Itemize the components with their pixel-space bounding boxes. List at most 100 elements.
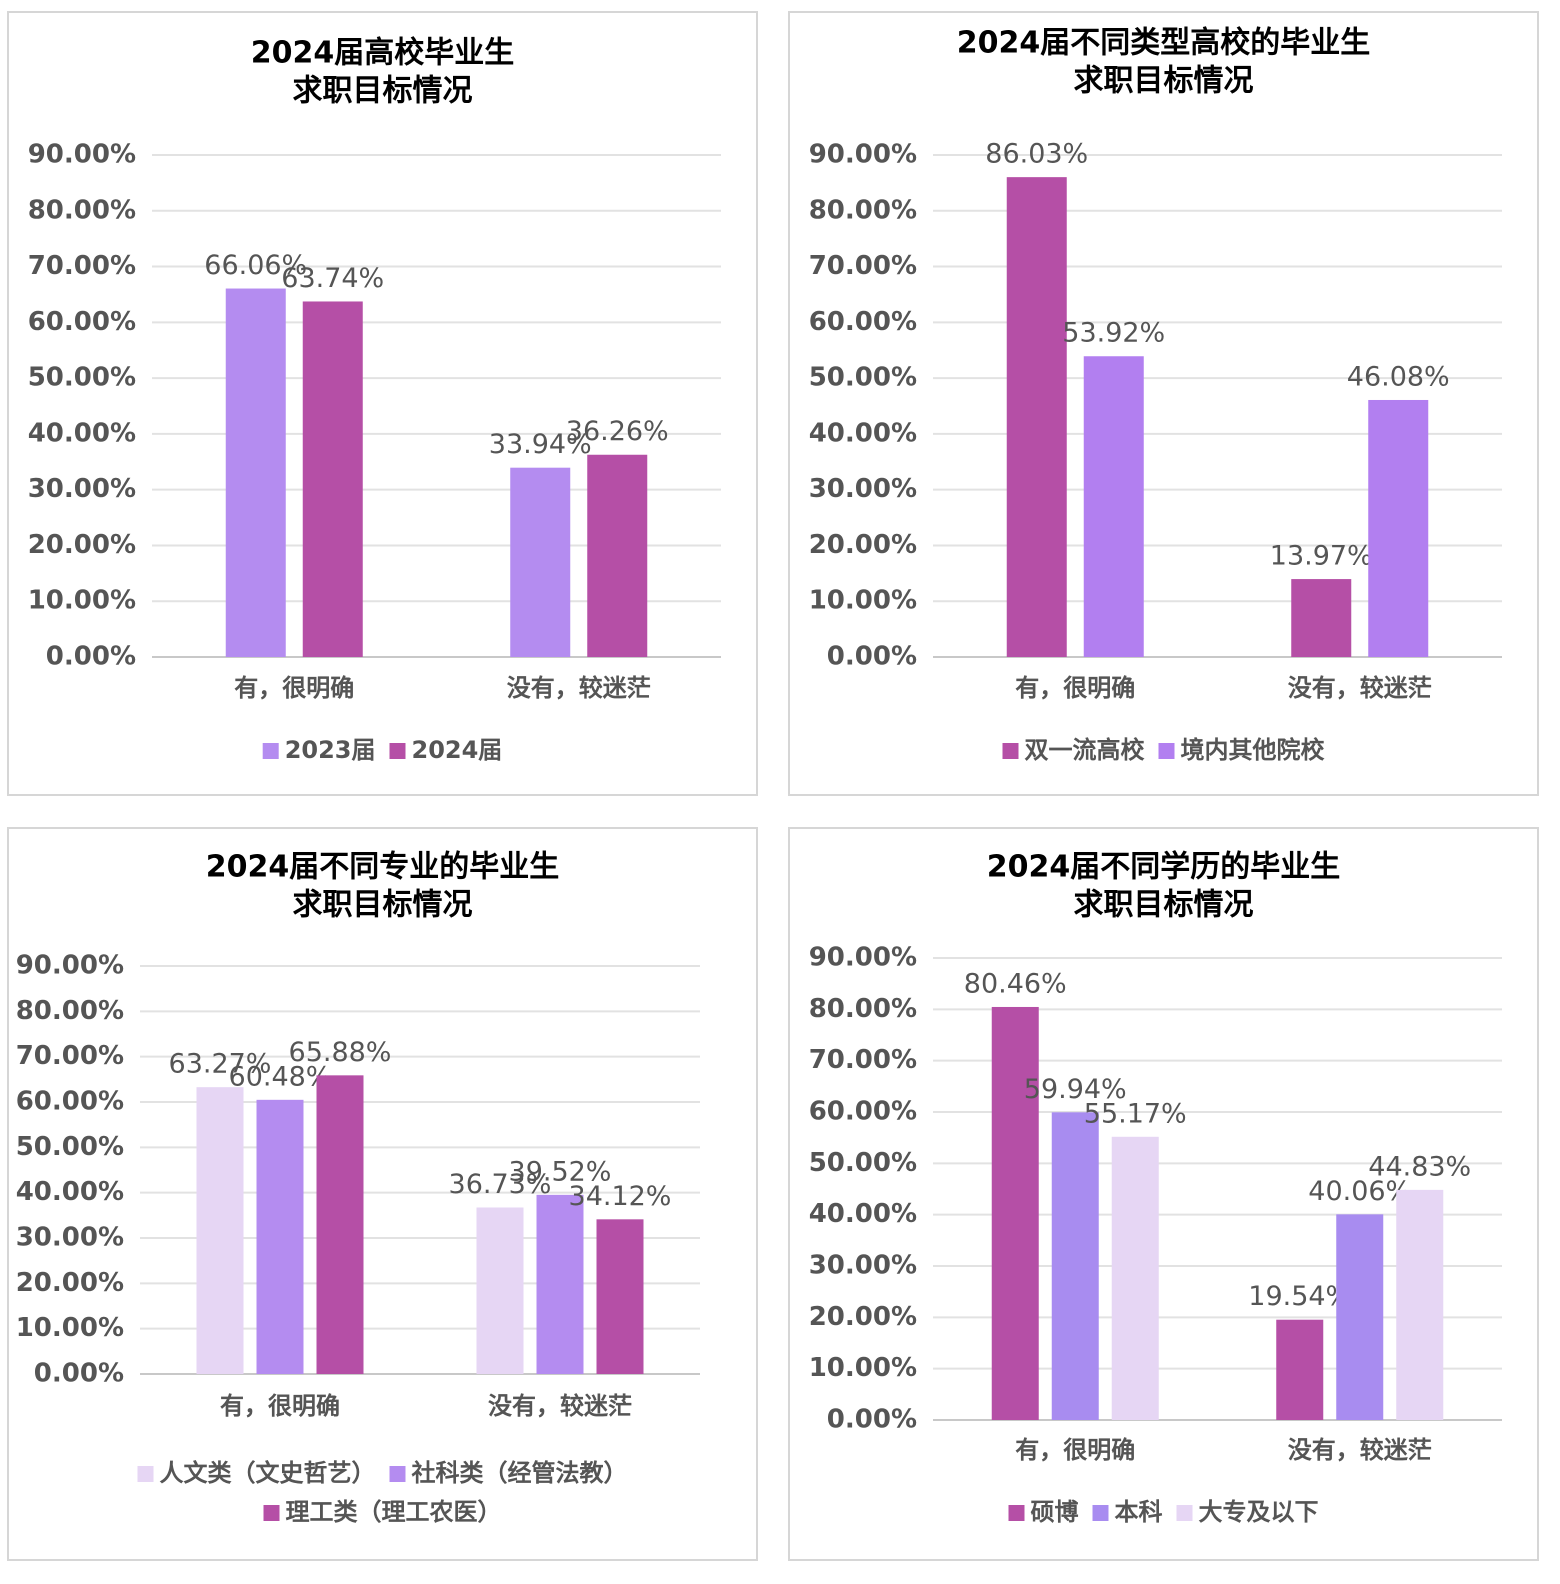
legend-swatch [137, 1466, 154, 1482]
chart-title: 2024届不同专业的毕业生 [206, 850, 560, 885]
bar [225, 288, 286, 657]
value-label: 39.52% [509, 1156, 612, 1187]
panel-frame [7, 11, 758, 796]
x-tick-label: 有，很明确 [1015, 674, 1135, 702]
legend-swatch [1092, 1505, 1109, 1521]
y-tick-label: 40.00% [809, 418, 917, 448]
legend-label: 境内其他院校 [1181, 736, 1326, 764]
legend-label: 2023届 [285, 736, 376, 764]
y-tick-label: 60.00% [28, 307, 136, 337]
bar [1368, 399, 1429, 657]
bar [302, 301, 363, 657]
y-tick-label: 50.00% [809, 1148, 917, 1178]
value-label: 65.88% [289, 1037, 392, 1068]
x-tick-label: 有，很明确 [220, 1392, 340, 1420]
value-label: 59.94% [1024, 1074, 1127, 1105]
legend: 人文类（文史哲艺） 社科类（经管法教） [137, 1459, 628, 1487]
y-tick-label: 0.00% [827, 642, 917, 672]
bar [1336, 1214, 1384, 1420]
panel-frame [788, 827, 1539, 1561]
y-tick-label: 50.00% [16, 1132, 124, 1162]
legend: 硕博 本科 大专及以下 [1008, 1498, 1319, 1526]
bar [1276, 1319, 1324, 1420]
value-label: 55.17% [1084, 1098, 1187, 1129]
legend: 双一流高校 境内其他院校 [1002, 736, 1326, 764]
chart-title: 2024届高校毕业生 [251, 36, 515, 71]
y-tick-label: 50.00% [809, 363, 917, 393]
panel-frame [7, 827, 758, 1561]
y-tick-label: 70.00% [809, 251, 917, 281]
y-tick-label: 10.00% [809, 586, 917, 616]
y-tick-label: 80.00% [16, 996, 124, 1026]
bar [991, 1006, 1039, 1420]
legend: 2023届 2024届 [262, 736, 503, 764]
x-tick-label: 没有，较迷茫 [1288, 674, 1432, 702]
bar [1396, 1189, 1444, 1420]
y-tick-label: 90.00% [28, 140, 136, 170]
bar [476, 1207, 524, 1374]
bar [1006, 177, 1067, 657]
panel-frame [788, 11, 1539, 796]
y-tick-label: 10.00% [16, 1313, 124, 1343]
y-tick-label: 60.00% [809, 307, 917, 337]
legend-swatch [389, 743, 406, 759]
y-tick-label: 20.00% [809, 530, 917, 560]
y-tick-label: 60.00% [809, 1097, 917, 1127]
bar [1111, 1136, 1159, 1420]
y-tick-label: 40.00% [16, 1177, 124, 1207]
bar [196, 1087, 244, 1374]
y-tick-label: 0.00% [827, 1405, 917, 1435]
y-tick-label: 90.00% [809, 943, 917, 973]
bar [1051, 1112, 1099, 1420]
bar [1291, 579, 1352, 657]
legend-label: 2024届 [412, 736, 503, 764]
value-label: 33.94% [489, 429, 592, 460]
value-label: 46.08% [1347, 361, 1450, 392]
y-tick-label: 40.00% [809, 1199, 917, 1229]
legend-swatch [263, 1505, 280, 1521]
y-tick-label: 60.00% [16, 1087, 124, 1117]
legend-swatch [1176, 1505, 1193, 1521]
y-tick-label: 70.00% [16, 1041, 124, 1071]
legend-label: 人文类（文史哲艺） [160, 1459, 376, 1487]
y-tick-label: 30.00% [28, 474, 136, 504]
value-label: 34.12% [569, 1181, 672, 1212]
y-tick-label: 0.00% [46, 642, 136, 672]
chart-title: 求职目标情况 [293, 888, 473, 923]
x-tick-label: 没有，较迷茫 [1288, 1436, 1432, 1464]
x-tick-label: 有，很明确 [1015, 1436, 1135, 1464]
legend-swatch [1002, 743, 1019, 759]
y-tick-label: 70.00% [809, 1045, 917, 1075]
value-label: 13.97% [1270, 541, 1373, 572]
x-tick-label: 没有，较迷茫 [488, 1392, 632, 1420]
value-label: 44.83% [1368, 1151, 1471, 1182]
value-label: 53.92% [1062, 318, 1165, 349]
bar [510, 467, 571, 657]
x-tick-label: 有，很明确 [234, 674, 354, 702]
bar [596, 1219, 644, 1374]
value-label: 63.27% [169, 1049, 272, 1080]
chart-title: 求职目标情况 [293, 74, 473, 109]
y-tick-label: 20.00% [28, 530, 136, 560]
chart-title: 求职目标情况 [1074, 888, 1254, 923]
y-tick-label: 50.00% [28, 363, 136, 393]
legend-label: 大专及以下 [1199, 1498, 1319, 1526]
y-tick-label: 80.00% [28, 195, 136, 225]
y-tick-label: 90.00% [16, 951, 124, 981]
legend-label: 理工类（理工农医） [286, 1498, 502, 1526]
value-label: 40.06% [1308, 1176, 1411, 1207]
x-tick-label: 没有，较迷茫 [507, 674, 651, 702]
legend-swatch [1008, 1505, 1025, 1521]
value-label: 86.03% [985, 139, 1088, 170]
y-tick-label: 40.00% [28, 418, 136, 448]
bar [256, 1099, 304, 1374]
y-tick-label: 10.00% [28, 586, 136, 616]
legend-label: 双一流高校 [1025, 736, 1146, 764]
y-tick-label: 0.00% [34, 1359, 124, 1389]
value-label: 19.54% [1248, 1281, 1351, 1312]
chart-title: 2024届不同学历的毕业生 [987, 850, 1341, 885]
